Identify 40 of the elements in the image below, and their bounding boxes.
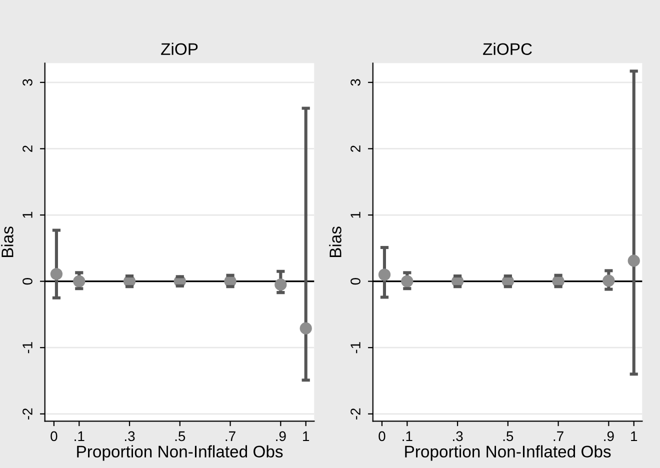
point — [50, 268, 63, 280]
y-tick-label: -1 — [22, 342, 32, 354]
point — [378, 268, 391, 281]
y-tick-label: -1 — [350, 342, 360, 354]
y-tick-label: 3 — [22, 79, 32, 86]
x-axis-title: Proportion Non-Inflated Obs — [405, 445, 611, 461]
y-tick-label: 2 — [350, 146, 360, 152]
point — [73, 275, 86, 288]
y-tick-label: 0 — [350, 278, 360, 285]
x-tick-label: 1 — [303, 431, 310, 441]
y-tick-label: 2 — [22, 146, 32, 152]
x-axis-title: Proportion Non-Inflated Obs — [77, 445, 283, 461]
x-tick-label: 0 — [378, 431, 386, 442]
point — [300, 322, 312, 334]
y-tick-label: 0 — [22, 278, 32, 285]
x-tick-label: 0 — [50, 431, 58, 442]
x-tick-label: .3 — [124, 431, 135, 442]
y-tick-label: -2 — [350, 408, 360, 420]
x-tick-label: .9 — [276, 431, 286, 442]
y-tick-label: -2 — [22, 408, 32, 420]
x-tick-label: .1 — [402, 431, 412, 441]
y-tick-label: 1 — [22, 212, 32, 218]
x-tick-label: .9 — [604, 431, 614, 442]
x-tick-label: .5 — [175, 431, 186, 442]
y-tick-label: 1 — [350, 212, 360, 218]
x-tick-label: .1 — [74, 431, 84, 441]
x-tick-label: .3 — [453, 431, 463, 442]
y-axis-title: Bias — [1, 226, 14, 258]
point — [274, 278, 287, 291]
point — [628, 254, 640, 267]
y-axis-title: Bias — [329, 226, 342, 258]
x-tick-label: .7 — [554, 431, 564, 441]
x-tick-label: 1 — [631, 431, 638, 441]
y-tick-label: 3 — [350, 79, 360, 86]
point — [602, 274, 615, 287]
chart-title: ZiOPC — [483, 42, 532, 56]
point — [401, 275, 414, 288]
x-tick-label: .7 — [226, 431, 236, 441]
x-tick-label: .5 — [503, 431, 514, 442]
chart-title: ZiOP — [161, 42, 198, 56]
